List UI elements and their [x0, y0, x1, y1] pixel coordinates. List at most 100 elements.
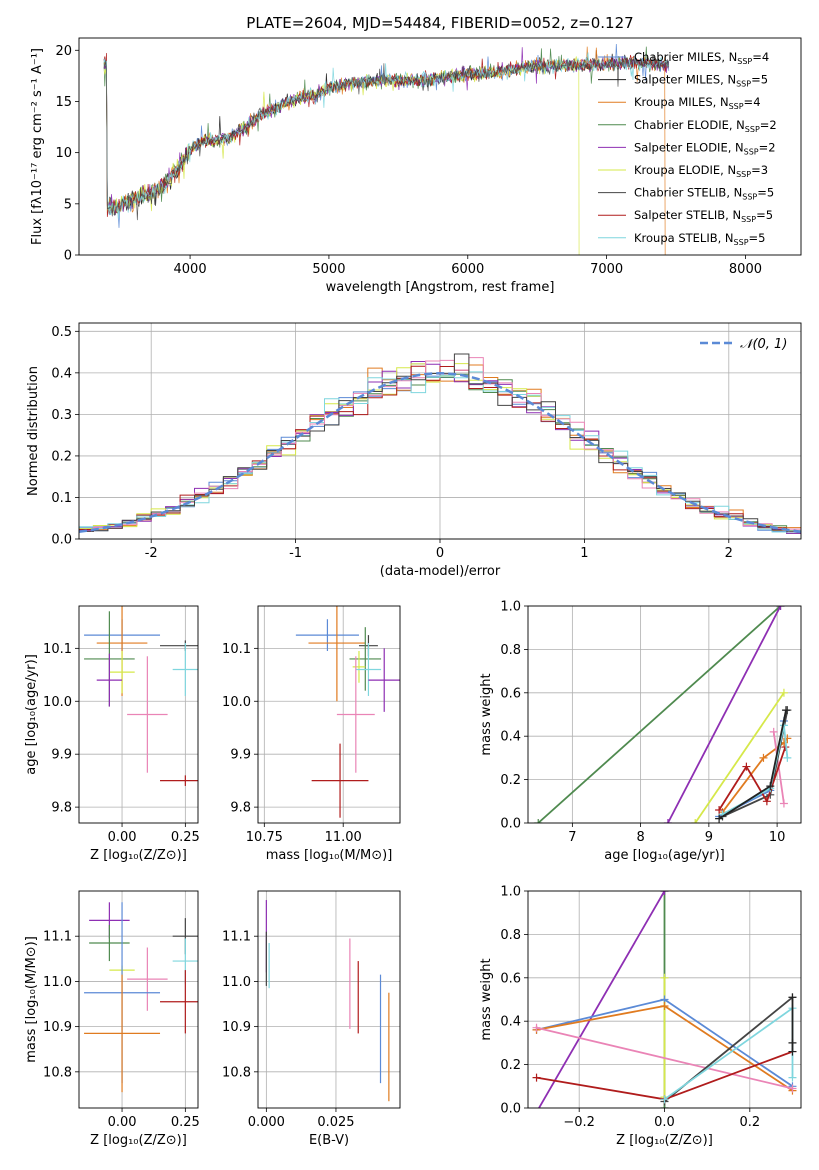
legend-sub: SSP [736, 170, 751, 179]
axes-frame [527, 605, 802, 824]
legend-sub: SSP [729, 102, 744, 111]
weight-marker [759, 753, 768, 762]
y-tick-label: 0.4 [51, 366, 72, 381]
legend-n: , N [726, 186, 742, 200]
x-tick-label: 2 [725, 546, 733, 561]
y-tick-label: 0.4 [500, 1015, 521, 1030]
plot-area [265, 900, 390, 1102]
legend-sub: SSP [736, 80, 751, 89]
plot-area [295, 606, 400, 818]
x-tick-label: 10 [769, 830, 786, 845]
y-tick-label: 20 [55, 44, 72, 59]
legend-eq: = [752, 50, 762, 64]
weight-marker [742, 762, 751, 771]
legend-eq: = [757, 186, 767, 200]
y-axis-label: mass [log₁₀(M/M⊙)] [24, 936, 39, 1063]
panel-age-vs-Z: 0.00 0.25 9.8 9.9 10.0 10.1 Z [log₁₀(Z/Z⊙)] age… [24, 605, 200, 863]
x-tick-label: −0.2 [563, 1115, 595, 1130]
panel-age-vs-mass: 10.75 11.00 9.8 9.9 10.0 10.1 mass [log₁₀(M/M⊙… [222, 605, 401, 863]
legend-nssp: 5 [766, 208, 773, 222]
plot-area [103, 43, 670, 255]
y-tick-label: 10.1 [222, 642, 251, 657]
weight-marker [788, 1047, 797, 1056]
legend-label: Salpeter MILES, NSSP=5 [634, 73, 768, 89]
weight-marker [660, 1002, 669, 1011]
y-tick-label: 0.8 [500, 928, 521, 943]
y-tick-label: 11.0 [43, 975, 72, 990]
panel-mass-vs-Z: 0.00 0.25 10.8 10.9 11.0 11.1 Z [log₁₀(Z/Z⊙)] m… [24, 890, 200, 1148]
y-tick-label: 11.1 [43, 930, 72, 945]
x-tick-label: 6000 [451, 262, 484, 277]
plot-area [84, 606, 198, 786]
weight-marker [715, 805, 724, 814]
weight-marker [769, 727, 778, 736]
x-tick-label: 0.0 [654, 1115, 675, 1130]
y-tick-label: 0.0 [500, 1102, 521, 1117]
spectrum-line-6 [103, 54, 670, 221]
legend-label: Chabrier ELODIE, NSSP=2 [634, 118, 777, 134]
legend-label: Chabrier MILES, NSSP=4 [634, 50, 769, 66]
y-tick-label: 0.6 [500, 971, 521, 986]
legend-label: Kroupa MILES, NSSP=4 [634, 95, 761, 111]
legend-n: , N [721, 50, 737, 64]
legend-n: , N [725, 208, 741, 222]
y-tick-label: 10.0 [43, 695, 72, 710]
weight-marker [783, 753, 792, 762]
legend-n: , N [728, 140, 744, 154]
plot-area [534, 606, 792, 823]
y-tick-label: 0.2 [500, 1058, 521, 1073]
panel-mass-vs-ebv: 0.000 0.025 10.8 10.9 11.0 11.1 E(B-V) [222, 890, 401, 1148]
legend-n: , N [720, 163, 736, 177]
axes-frame [78, 322, 802, 540]
y-tick-label: 0 [64, 249, 72, 264]
weight-marker [660, 891, 669, 895]
x-tick-label: 8 [636, 830, 644, 845]
figure-title: PLATE=2604, MJD=54484, FIBERID=0052, z=0… [246, 14, 633, 32]
x-axis-label: wavelength [Angstrom, rest frame] [326, 280, 555, 295]
y-tick-label: 1.0 [500, 600, 521, 615]
y-axis-label: age [log₁₀(age/yr)] [24, 654, 39, 775]
legend-eq: = [749, 231, 759, 245]
x-axis-label: (data-model)/error [380, 564, 501, 579]
legend-n: , N [720, 73, 736, 87]
legend-sub: SSP [741, 215, 756, 224]
weight-marker [762, 797, 771, 806]
plot-area [532, 891, 797, 1116]
x-axis-label: Z [log₁₀(Z/Z⊙)] [616, 1133, 713, 1148]
y-tick-label: 11.0 [222, 975, 251, 990]
legend-eq: = [760, 118, 770, 132]
gaussian-curve [79, 372, 801, 533]
legend-name: Salpeter ELODIE [634, 140, 728, 154]
y-tick-label: 10 [55, 146, 72, 161]
x-tick-label: 0.025 [317, 1115, 354, 1130]
y-tick-label: 9.9 [51, 748, 72, 763]
x-tick-label: 0.2 [739, 1115, 760, 1130]
weight-marker [788, 1073, 797, 1082]
y-tick-label: 0.6 [500, 686, 521, 701]
y-tick-label: 0.8 [500, 643, 521, 658]
legend-nssp: 2 [769, 118, 776, 132]
x-axis-label: mass [log₁₀(M/M⊙)] [266, 848, 393, 863]
weight-marker [532, 1073, 541, 1082]
axes-frame [78, 37, 802, 256]
legend-nssp: 2 [768, 140, 775, 154]
legend-eq: = [751, 163, 761, 177]
legend-nssp: 4 [753, 95, 760, 109]
y-tick-label: 10.9 [43, 1020, 72, 1035]
x-axis-label: Z [log₁₀(Z/Z⊙)] [90, 1133, 187, 1148]
y-tick-label: 9.8 [51, 801, 72, 816]
legend-name: Salpeter MILES [634, 73, 720, 87]
weight-marker [776, 606, 785, 610]
weight-marker [788, 1084, 797, 1093]
legend-label: Kroupa ELODIE, NSSP=3 [634, 163, 768, 179]
legend-eq: = [759, 140, 769, 154]
legend-eq: = [751, 73, 761, 87]
panel-residuals: -2 -1 0 1 2 0.0 0.1 0.2 0.3 0.4 0.5 (data-model)/er… [26, 322, 802, 579]
y-tick-label: 9.9 [230, 748, 251, 763]
y-tick-label: 0.2 [500, 773, 521, 788]
weight-marker [533, 1108, 541, 1116]
y-tick-label: 10.8 [222, 1065, 251, 1080]
weight-marker [660, 973, 669, 982]
